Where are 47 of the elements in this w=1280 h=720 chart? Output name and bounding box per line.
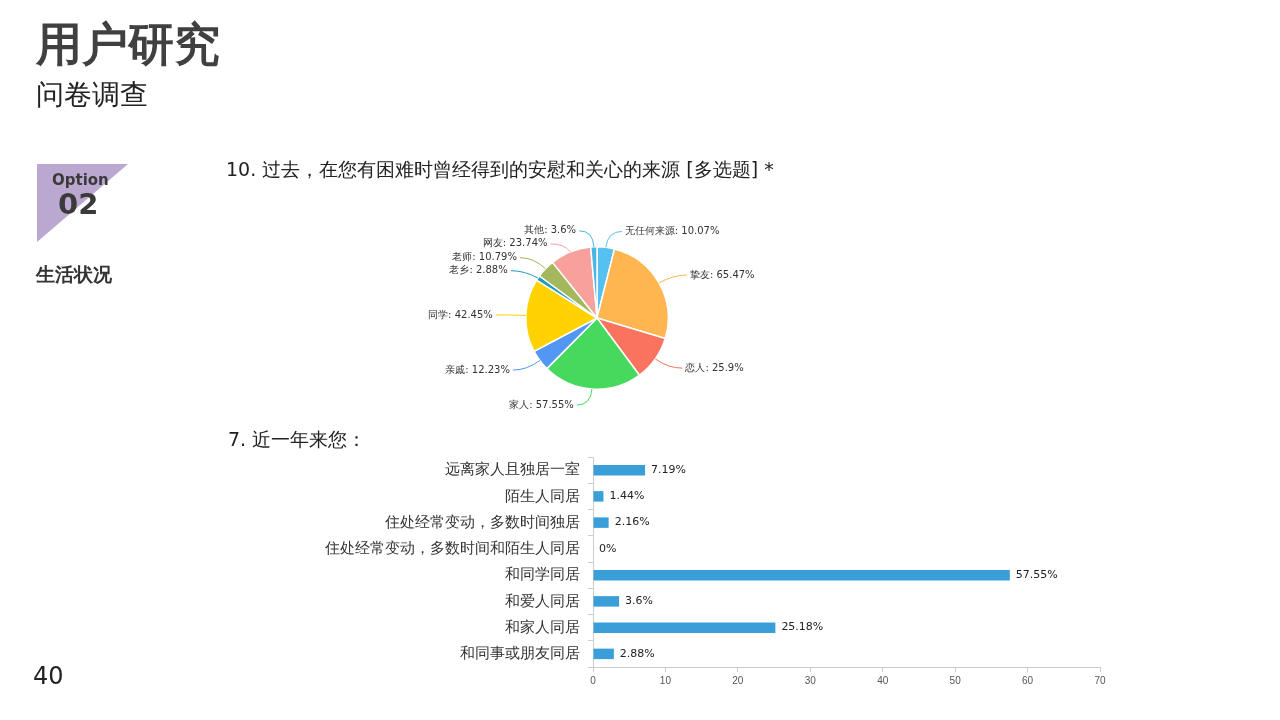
data-label: 0%	[599, 541, 617, 555]
y-tick-label: 和同学同居	[505, 565, 580, 583]
text: 7. 近一年来您：	[228, 427, 367, 452]
slice-label: 老乡: 2.88%	[449, 264, 508, 276]
data-label: 1.44%	[609, 489, 645, 503]
y-tick-label: 远离家人且独居一室	[445, 460, 580, 478]
data-label: 25.18%	[781, 620, 824, 634]
data-label: 3.6%	[625, 594, 654, 608]
bar	[593, 596, 620, 607]
x-tick-label: 70	[1094, 674, 1106, 686]
slice-label: 同学: 42.45%	[428, 308, 493, 320]
text: Option	[52, 171, 109, 189]
x-tick-label: 60	[1022, 674, 1034, 686]
data-label: 2.88%	[619, 646, 655, 660]
data-label: 2.16%	[614, 515, 650, 529]
y-tick-label: 和同事或朋友同居	[460, 644, 580, 662]
bar	[593, 464, 646, 476]
slice-label: 恋人: 25.9%	[684, 361, 744, 373]
bar	[593, 569, 1010, 581]
bar	[593, 517, 609, 528]
x-tick-label: 10	[659, 674, 672, 686]
y-tick-label: 和家人同居	[505, 617, 580, 635]
x-tick-label: 30	[804, 674, 817, 686]
bar	[593, 622, 776, 633]
text: 用户研究	[36, 16, 220, 73]
bar	[593, 491, 604, 502]
text: 生活状况	[36, 262, 112, 287]
x-tick-label: 20	[732, 674, 744, 686]
x-tick-label: 40	[877, 674, 889, 686]
chart-title: 10. 过去，在您有困难时曾经得到的安慰和关心的来源 [多选题] *	[226, 157, 774, 182]
x-tick-label: 50	[949, 674, 962, 686]
slice-label: 挚友: 65.47%	[689, 268, 755, 280]
y-tick-label: 陌生人同居	[505, 486, 580, 504]
slice-label: 无任何来源: 10.07%	[624, 225, 720, 237]
slice-label: 网友: 23.74%	[482, 237, 548, 249]
bar	[593, 648, 614, 660]
slice-label: 老师: 10.79%	[452, 251, 517, 263]
slice-label: 家人: 57.55%	[509, 398, 574, 410]
data-label: 57.55%	[1015, 567, 1058, 581]
y-tick-label: 住处经常变动，多数时间独居	[384, 512, 580, 530]
y-tick-label: 和爱人同居	[505, 591, 580, 609]
slice-label: 亲戚: 12.23%	[445, 363, 510, 375]
y-tick-label: 住处经常变动，多数时间和陌生人同居	[324, 539, 580, 557]
x-tick-label: 0	[590, 674, 597, 686]
text: 问卷调查	[36, 77, 148, 113]
slice-label: 其他: 3.6%	[524, 224, 577, 236]
data-label: 7.19%	[651, 462, 687, 476]
